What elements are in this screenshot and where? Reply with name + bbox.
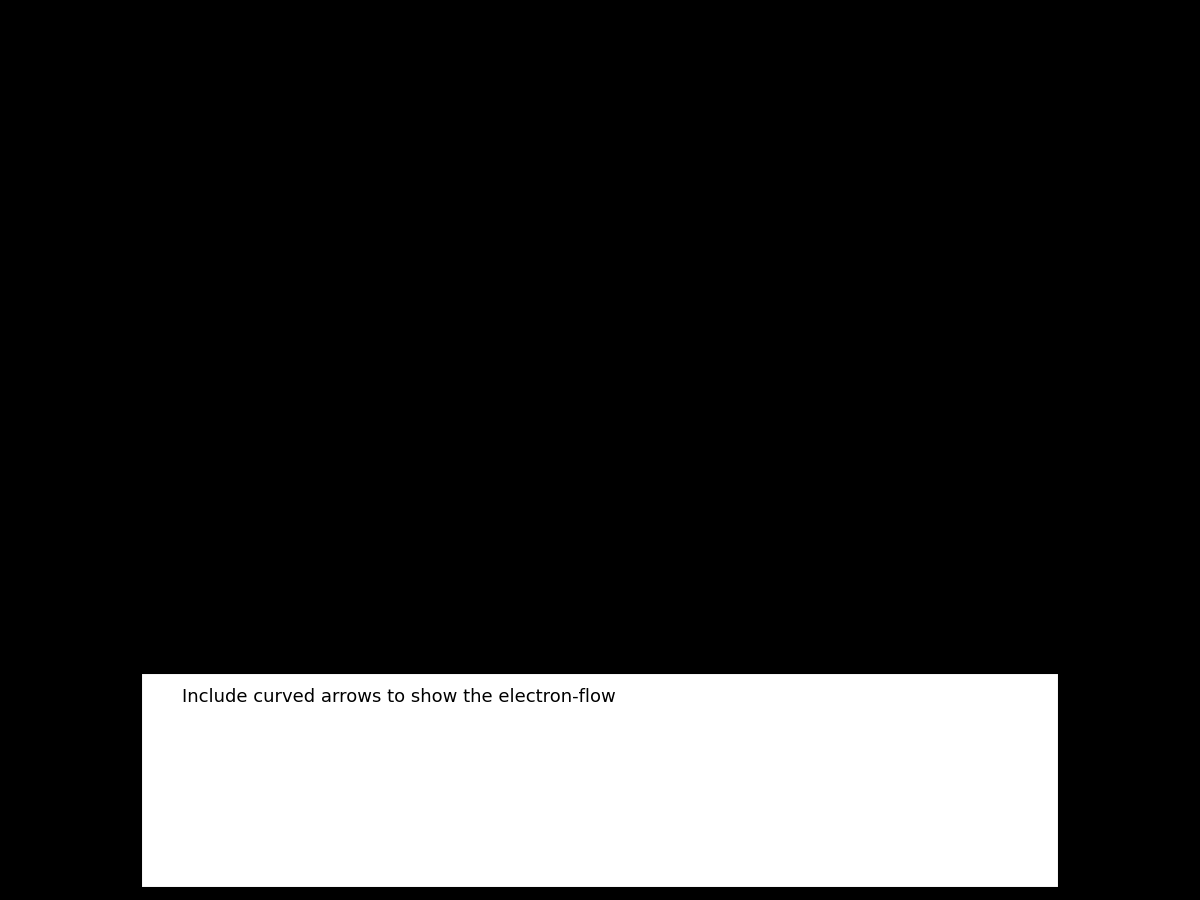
Bar	[140, 673, 1060, 888]
Text: , name the: , name the	[317, 508, 421, 526]
Text: ‖: ‖	[596, 336, 604, 352]
Text: C: C	[823, 421, 836, 440]
Text: A: A	[364, 421, 377, 440]
Text: effect: effect	[421, 508, 473, 526]
Text: O: O	[823, 205, 836, 223]
Text: F₃C–: F₃C–	[731, 338, 767, 356]
Text: B: B	[593, 421, 607, 440]
Text: of the pictured acids and triethylamine (NEt₃).: of the pictured acids and triethylamine …	[646, 644, 1068, 662]
Text: (: (	[473, 508, 486, 526]
Text: Sulfonic acids are the “organic versions” of sulfuric acid: they are really acid: Sulfonic acids are the “organic versions…	[109, 32, 1109, 50]
Text: down to −15!: down to −15!	[109, 116, 233, 134]
Text: solvents, making them better suited for organic acid/base reactions. Sulfonic ac: solvents, making them better suited for …	[109, 74, 1076, 92]
Text: –OH: –OH	[882, 286, 916, 304]
Text: S: S	[824, 286, 835, 304]
Text: O: O	[594, 205, 606, 223]
Text: In: In	[182, 508, 205, 526]
Text: ONE WORD: ONE WORD	[205, 508, 317, 526]
Text: Which of the following sulfonic acids is the: Which of the following sulfonic acids is…	[182, 162, 572, 180]
Text: Draw the acid/base reaction between the: Draw the acid/base reaction between the	[182, 644, 562, 662]
Text: F₃C–: F₃C–	[511, 286, 547, 304]
Text: ‖: ‖	[366, 238, 374, 255]
Text: strongest?: strongest?	[572, 162, 680, 180]
Text: –OH: –OH	[653, 286, 686, 304]
Text: O: O	[364, 367, 377, 385]
Text: S: S	[595, 286, 605, 304]
Text: ‖: ‖	[596, 238, 604, 255]
Text: F₃C: F₃C	[739, 234, 767, 252]
Text: not: not	[486, 508, 515, 526]
Text: –OH: –OH	[422, 286, 456, 304]
Text: O: O	[594, 367, 606, 385]
Text: O: O	[823, 367, 836, 385]
Text: ‖: ‖	[366, 336, 374, 352]
Text: series of sulfonic acids: series of sulfonic acids	[182, 554, 386, 572]
Text: H₃C–: H₃C–	[280, 286, 318, 304]
Text: Include curved arrows to show the electron-flow: Include curved arrows to show the electr…	[182, 688, 616, 706]
Text: O: O	[364, 205, 377, 223]
Text: ‖: ‖	[826, 336, 834, 352]
Text: weakest: weakest	[562, 644, 646, 662]
Text: the property) that causes the acidity difference across this: the property) that causes the acidity di…	[515, 508, 1051, 526]
Text: ‖: ‖	[826, 238, 834, 255]
Text: b): b)	[128, 508, 146, 526]
Text: c): c)	[128, 644, 145, 662]
Text: S: S	[365, 286, 376, 304]
Text: a): a)	[128, 162, 146, 180]
